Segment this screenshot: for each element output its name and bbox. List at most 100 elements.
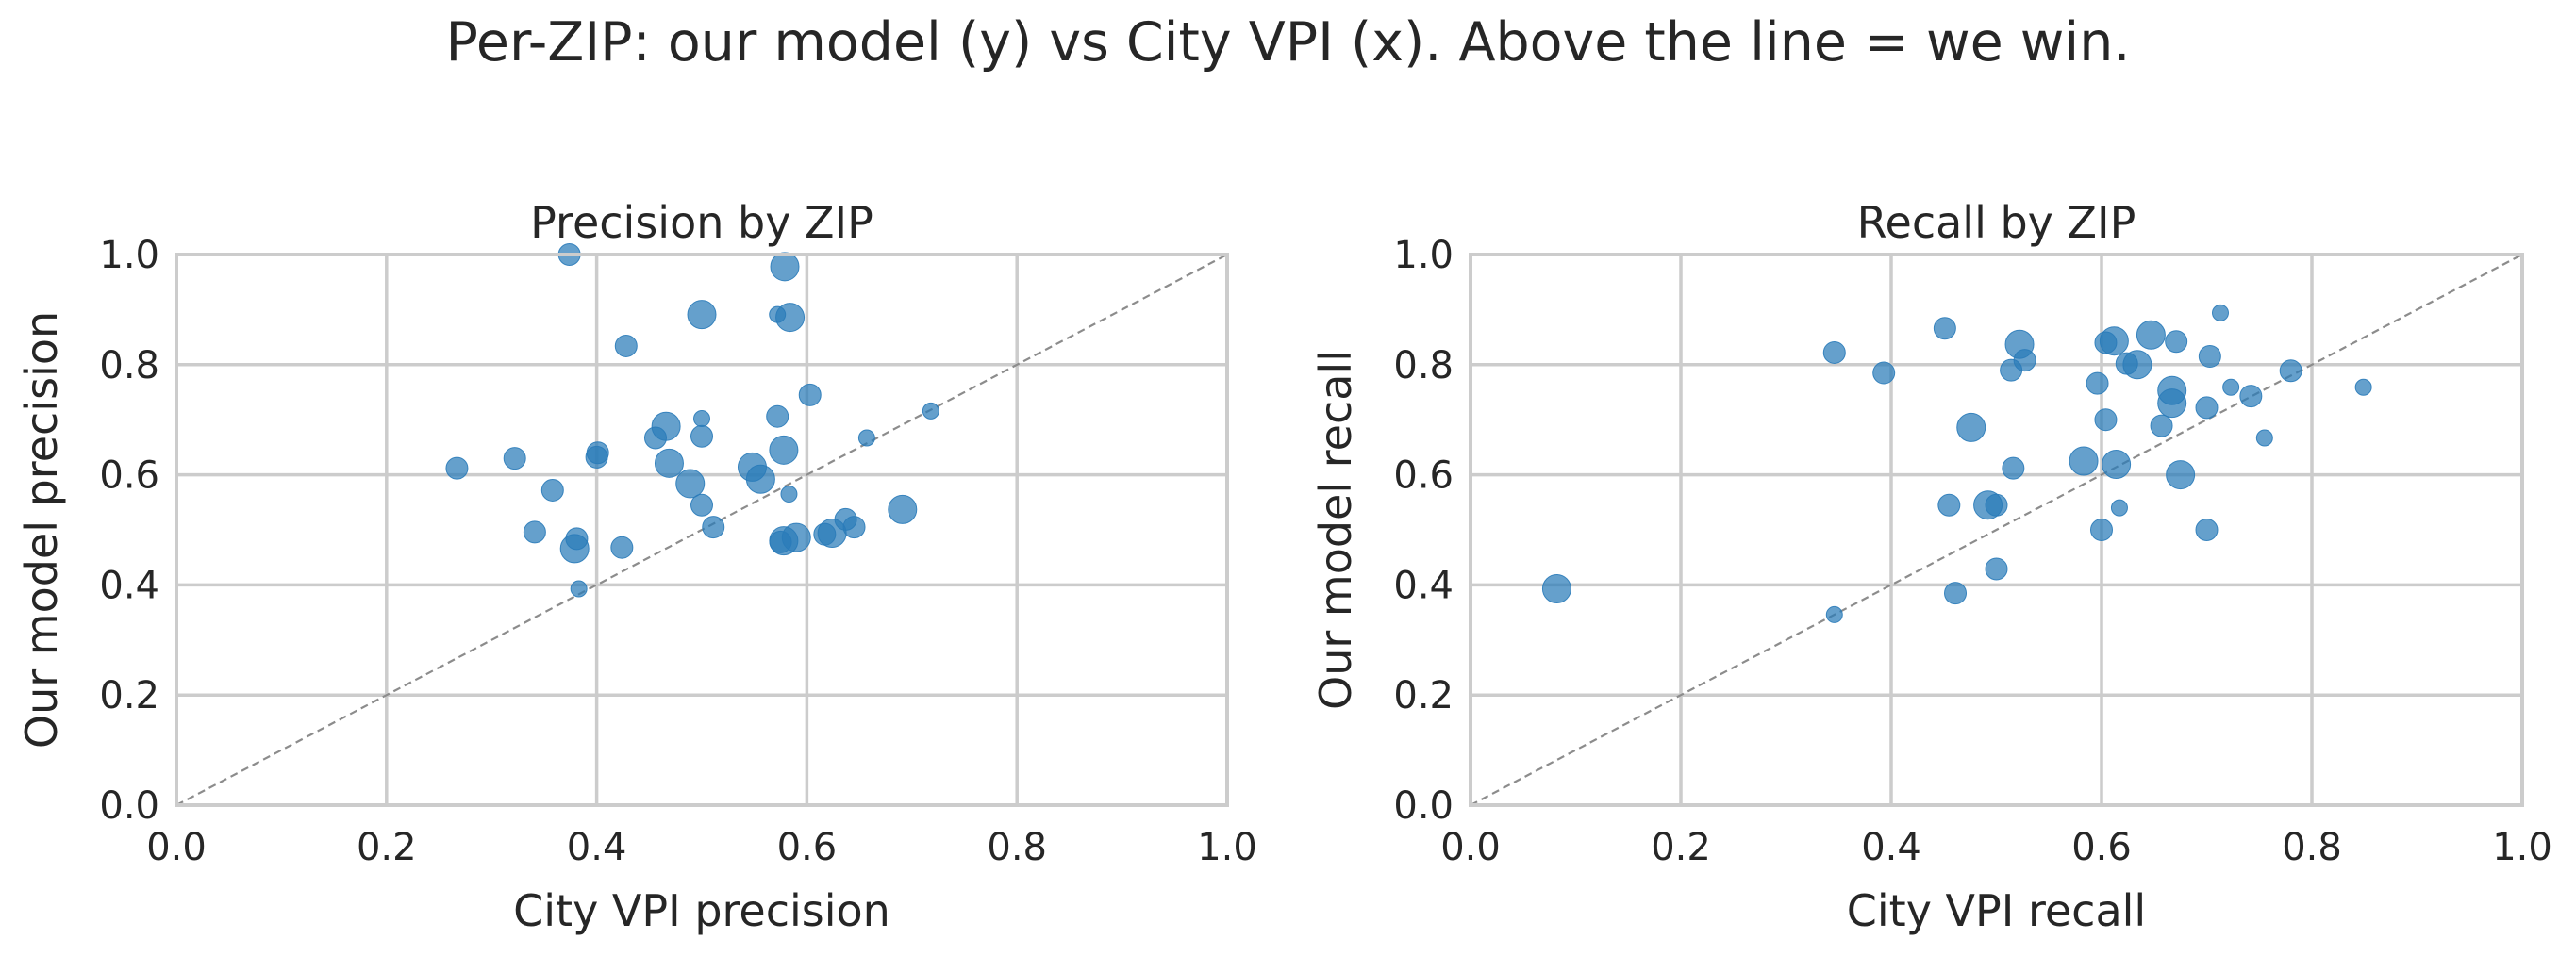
data-point xyxy=(610,536,634,559)
data-point xyxy=(2000,358,2023,382)
data-point xyxy=(2279,359,2302,383)
diagonal-reference-line xyxy=(175,254,1228,806)
y-tick-label: 1.0 xyxy=(99,234,159,277)
figure-title: Per-ZIP: our model (y) vs City VPI (x). … xyxy=(445,11,2131,74)
recall-chart: 0.0 0.2 0.4 0.6 0.8 1.0 0.0 0.2 0.4 0.6 0.8 1.0 Reca… xyxy=(1310,197,2552,936)
data-point xyxy=(445,456,469,480)
data-point xyxy=(1933,317,1956,340)
data-point xyxy=(1825,605,1843,623)
x-tick-label: 0.8 xyxy=(987,826,1047,869)
data-point xyxy=(1937,493,1961,517)
data-point xyxy=(888,494,918,524)
data-point xyxy=(2165,330,2188,354)
x-tick-label: 1.0 xyxy=(2492,826,2552,869)
data-point xyxy=(813,522,837,546)
data-point xyxy=(1822,340,1846,364)
data-point xyxy=(540,478,564,502)
precision-chart: 0.0 0.2 0.4 0.6 0.8 1.0 0.0 0.2 0.4 0.6 0.8 1.0 Prec… xyxy=(16,197,1257,936)
y-tick-label: 0.8 xyxy=(99,344,159,387)
x-tick-label: 0.4 xyxy=(1861,826,1921,869)
data-point xyxy=(523,520,546,544)
y-tick-label: 0.6 xyxy=(1393,454,1454,498)
data-point xyxy=(2122,350,2152,380)
data-point xyxy=(780,486,798,503)
data-point xyxy=(775,303,806,333)
data-point xyxy=(2090,519,2113,541)
data-point xyxy=(745,464,775,494)
data-point xyxy=(643,426,667,450)
y-axis-label: Our model precision xyxy=(16,311,67,749)
x-tick-label: 0.6 xyxy=(2071,826,2132,869)
data-point xyxy=(2198,345,2221,369)
data-point xyxy=(654,448,684,478)
data-point xyxy=(1872,361,1896,385)
data-point xyxy=(2157,388,2187,419)
x-tick-label: 0.4 xyxy=(567,826,627,869)
data-point xyxy=(2239,385,2263,408)
y-tick-label: 0.2 xyxy=(1393,674,1454,717)
data-point xyxy=(702,516,725,539)
data-point xyxy=(570,580,588,598)
data-point xyxy=(1541,573,1571,603)
data-point xyxy=(687,300,717,330)
data-point xyxy=(2195,519,2219,541)
data-point xyxy=(798,383,822,406)
data-point xyxy=(857,429,875,447)
data-point xyxy=(2211,304,2229,321)
y-tick-label: 0.6 xyxy=(99,454,159,498)
data-point xyxy=(503,447,526,470)
x-tick-label: 0.6 xyxy=(777,826,838,869)
data-point xyxy=(559,534,590,564)
data-point xyxy=(614,334,638,357)
data-point xyxy=(2166,460,2196,490)
data-point xyxy=(2136,320,2166,350)
data-point xyxy=(1985,557,2008,581)
x-tick-label: 0.0 xyxy=(146,826,207,869)
data-point xyxy=(2002,456,2025,480)
data-point xyxy=(2086,371,2109,395)
x-tick-label: 0.8 xyxy=(2282,826,2342,869)
y-tick-label: 0.4 xyxy=(1393,564,1454,607)
data-point xyxy=(2094,331,2118,354)
chart-title: Precision by ZIP xyxy=(530,197,873,248)
data-point xyxy=(1944,582,1968,605)
x-tick-label: 0.2 xyxy=(357,826,417,869)
data-point xyxy=(766,404,789,428)
data-point xyxy=(770,252,800,282)
data-point xyxy=(2102,450,2132,480)
x-tick-label: 1.0 xyxy=(1197,826,1257,869)
y-tick-label: 0.8 xyxy=(1393,344,1454,387)
data-point xyxy=(2222,378,2240,396)
y-tick-label: 0.0 xyxy=(99,784,159,828)
data-point xyxy=(693,410,710,428)
data-point xyxy=(2354,378,2372,396)
y-tick-label: 0.2 xyxy=(99,674,159,717)
diagonal-reference-line xyxy=(1470,254,2523,806)
x-axis-label: City VPI recall xyxy=(1847,885,2146,936)
y-tick-label: 0.0 xyxy=(1393,784,1454,828)
data-point xyxy=(922,402,939,420)
data-point xyxy=(675,469,706,499)
data-point xyxy=(690,493,713,517)
data-point xyxy=(2094,408,2118,432)
data-point xyxy=(2110,499,2128,517)
y-axis-label: Our model recall xyxy=(1310,350,1361,710)
data-point xyxy=(2195,396,2219,420)
data-point xyxy=(2150,414,2173,437)
axes-frame xyxy=(1469,253,2524,807)
data-point xyxy=(2069,446,2099,476)
y-tick-label: 1.0 xyxy=(1393,234,1454,277)
x-tick-label: 0.2 xyxy=(1651,826,1711,869)
data-point xyxy=(769,435,799,465)
data-point xyxy=(1985,493,2008,517)
data-point xyxy=(585,445,608,469)
data-point xyxy=(690,424,713,448)
data-point xyxy=(1956,412,1986,442)
axes-frame xyxy=(175,253,1229,807)
chart-title: Recall by ZIP xyxy=(1857,197,2136,248)
data-point xyxy=(2255,429,2273,447)
x-tick-label: 0.0 xyxy=(1440,826,1501,869)
x-axis-label: City VPI precision xyxy=(513,885,890,936)
data-point xyxy=(769,530,792,553)
